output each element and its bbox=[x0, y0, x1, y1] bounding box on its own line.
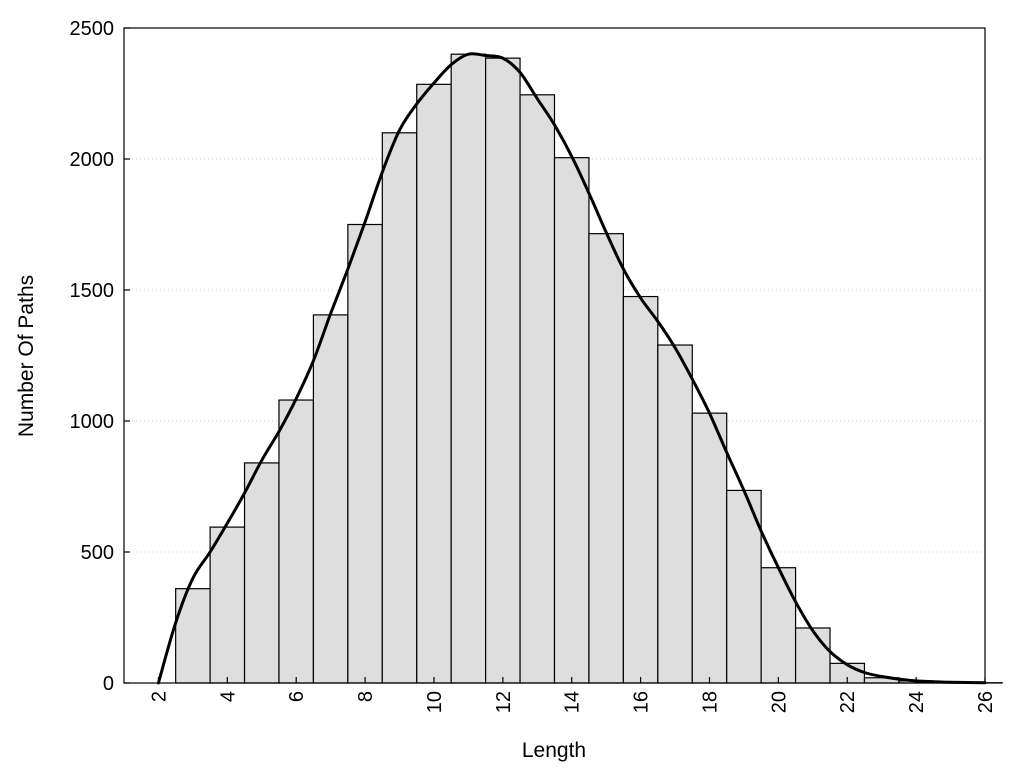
x-axis-ticks: 2 4 6 8 10 12 14 16 18 20 22 24 26 bbox=[148, 677, 997, 713]
bar-14 bbox=[553, 157, 590, 684]
y-tick-label-3: 1500 bbox=[70, 280, 115, 302]
x-tick-label-20: 20 bbox=[768, 691, 790, 713]
y-axis-title: Number Of Paths bbox=[15, 275, 38, 437]
bar-21 bbox=[794, 627, 831, 684]
bar-17 bbox=[657, 344, 693, 684]
histogram-bars bbox=[175, 53, 1003, 684]
smoothed-line bbox=[156, 52, 987, 685]
y-tick-label-2: 1000 bbox=[70, 411, 115, 433]
bar-8 bbox=[347, 223, 383, 684]
y-axis-ticks: 0 500 1000 1500 2000 2500 bbox=[70, 18, 130, 695]
bar-20 bbox=[760, 567, 797, 684]
x-tick-label-18: 18 bbox=[700, 691, 722, 713]
bar-19 bbox=[726, 489, 762, 684]
bar-18 bbox=[691, 412, 728, 684]
plot-frame bbox=[123, 27, 986, 684]
x-tick-label-14: 14 bbox=[562, 691, 584, 713]
bar-10 bbox=[416, 83, 452, 684]
bar-3 bbox=[175, 588, 211, 684]
bar-6 bbox=[278, 399, 315, 684]
bar-7 bbox=[312, 314, 349, 684]
bar-15 bbox=[588, 233, 624, 684]
x-tick-label-10: 10 bbox=[424, 691, 446, 713]
y-tick-label-4: 2000 bbox=[70, 149, 115, 171]
bar-13 bbox=[519, 94, 556, 684]
y-tick-label-1: 500 bbox=[81, 542, 114, 564]
bar-5 bbox=[243, 462, 280, 684]
x-tick-label-8: 8 bbox=[355, 691, 377, 702]
x-tick-label-2: 2 bbox=[148, 691, 170, 702]
bar-11 bbox=[450, 53, 487, 684]
bar-12 bbox=[485, 57, 521, 684]
x-tick-label-4: 4 bbox=[217, 691, 239, 702]
x-tick-label-16: 16 bbox=[631, 691, 653, 713]
bar-16 bbox=[622, 295, 659, 684]
y-tick-label-5: 2500 bbox=[70, 18, 115, 40]
bar-4 bbox=[209, 526, 246, 684]
x-tick-label-26: 26 bbox=[975, 691, 997, 713]
y-tick-label-0: 0 bbox=[103, 673, 114, 695]
x-tick-label-6: 6 bbox=[286, 691, 308, 702]
x-tick-label-24: 24 bbox=[906, 691, 928, 713]
bar-9 bbox=[381, 132, 418, 684]
x-tick-label-22: 22 bbox=[837, 691, 859, 713]
x-tick-label-12: 12 bbox=[493, 691, 515, 713]
x-axis-title: Length bbox=[522, 739, 586, 762]
